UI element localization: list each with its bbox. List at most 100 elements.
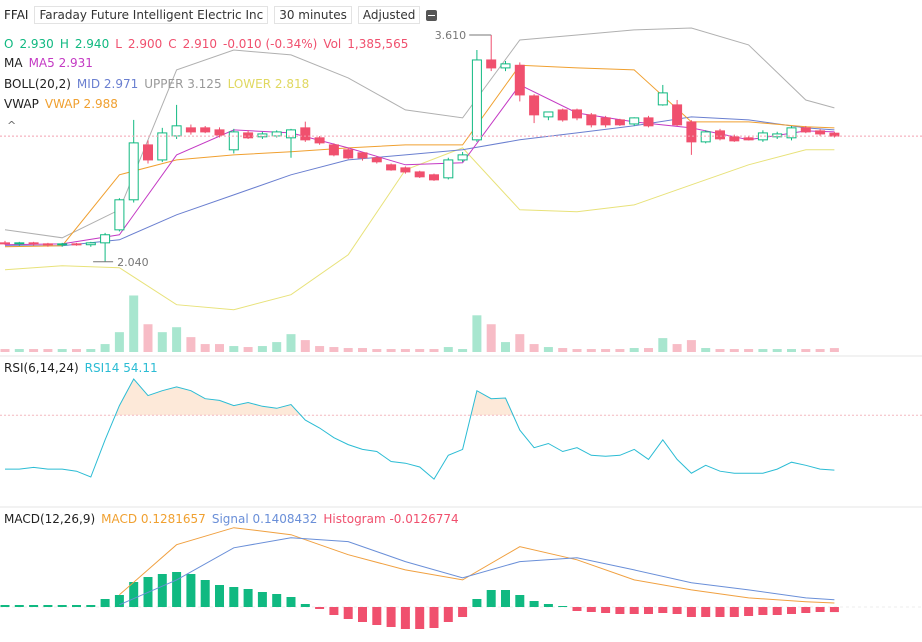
volume-bar: [572, 349, 582, 352]
histogram-bar: [243, 589, 253, 607]
volume-bar: [443, 347, 453, 352]
volume-bar: [114, 332, 124, 352]
volume-bar: [729, 349, 739, 352]
histogram-bar: [572, 607, 582, 611]
candle-body: [143, 144, 153, 161]
volume-bar: [229, 346, 239, 352]
histogram-bar: [443, 607, 453, 622]
histogram-bar: [29, 605, 39, 607]
histogram-bar: [829, 607, 839, 613]
volume-bar: [458, 349, 468, 352]
volume-bar: [586, 349, 596, 352]
histogram-bar: [801, 607, 811, 613]
candle-body: [572, 109, 582, 119]
histogram-bar: [186, 574, 196, 607]
candle-body: [486, 59, 497, 69]
volume-bar: [200, 344, 210, 352]
histogram-bar: [315, 607, 325, 609]
histogram-bar: [172, 572, 182, 607]
histogram-bar: [486, 590, 496, 607]
header: FFAI Faraday Future Intelligent Electric…: [4, 6, 438, 24]
candle-body: [314, 137, 325, 144]
histogram-bar: [272, 594, 282, 607]
candle-body: [429, 174, 439, 181]
quote-value: 2.900: [127, 37, 163, 51]
legend-value: LOWER 2.818: [227, 77, 310, 91]
histogram-bar: [386, 607, 396, 627]
volume-bar: [129, 295, 139, 352]
candle-body: [300, 127, 311, 141]
volume-bar: [215, 344, 224, 352]
legend-value: MA5 2.931: [28, 56, 93, 70]
annotation-label: 3.610: [435, 29, 467, 42]
macd-legend: MACD(12,26,9) MACD 0.1281657 Signal 0.14…: [4, 512, 459, 526]
volume-bar: [829, 348, 839, 352]
histogram-bar: [543, 604, 553, 607]
candle-body: [228, 131, 239, 151]
histogram-bar: [72, 605, 81, 607]
histogram-bar: [601, 607, 611, 613]
histogram-bar: [86, 605, 96, 607]
candle-body: [185, 127, 196, 133]
collapse-icon[interactable]: ^: [7, 119, 17, 132]
volume-bar: [157, 332, 167, 352]
volume-bar: [186, 337, 196, 352]
histogram-bar: [429, 607, 439, 628]
candle-body: [686, 121, 697, 143]
volume-bar: [315, 346, 325, 352]
candle-body: [800, 127, 811, 133]
candle-body: [57, 243, 68, 246]
legend-title: BOLL(20,2): [4, 77, 71, 91]
candle-body: [757, 132, 768, 141]
candle-body: [657, 92, 668, 106]
histogram-bar: [329, 607, 339, 615]
menu-icon[interactable]: [426, 9, 438, 21]
histogram-bar: [701, 607, 711, 617]
candle-body: [729, 136, 740, 142]
volume-bar: [57, 349, 67, 352]
candle-body: [171, 125, 182, 137]
histogram-bar: [114, 595, 124, 607]
volume-bar: [243, 347, 253, 352]
candle-body: [400, 167, 411, 173]
volume-bar: [286, 334, 296, 352]
histogram-bar: [558, 606, 568, 607]
histogram-bar: [100, 599, 110, 607]
adjust[interactable]: Adjusted: [357, 6, 421, 24]
candle-body: [157, 132, 168, 161]
histogram-bar: [729, 607, 739, 617]
volume-bar: [744, 349, 754, 352]
histogram-bar: [758, 607, 768, 615]
candle-body: [343, 149, 354, 159]
volume-bar: [644, 348, 653, 352]
candle-body: [557, 109, 568, 121]
volume-bar: [672, 344, 682, 352]
volume-bar: [343, 348, 353, 352]
volume-bar: [358, 348, 367, 352]
volume-bar: [529, 344, 539, 352]
quote-key: O: [4, 37, 14, 51]
volume-bar: [715, 349, 725, 352]
volume-bar: [257, 346, 267, 352]
candle-body: [772, 133, 783, 138]
volume-bar: [172, 327, 182, 352]
volume-bar: [386, 349, 396, 352]
candle-body: [471, 59, 482, 141]
histogram-bar: [615, 607, 625, 614]
candle-body: [243, 132, 254, 139]
legend-value: Signal 0.1408432: [211, 512, 318, 526]
candle-body: [443, 159, 454, 179]
quote-key: L: [115, 37, 122, 51]
candle-body: [386, 164, 397, 171]
volume-bar: [601, 349, 611, 352]
histogram-bar: [501, 590, 510, 607]
interval[interactable]: 30 minutes: [274, 6, 352, 24]
histogram-bar: [629, 607, 639, 614]
legend-value: Histogram -0.0126774: [323, 512, 459, 526]
volume-bar: [329, 347, 339, 352]
candle-body: [700, 131, 711, 143]
candle-body: [586, 114, 597, 126]
annotation-label: 2.040: [117, 256, 149, 269]
volume-bar: [501, 342, 510, 352]
